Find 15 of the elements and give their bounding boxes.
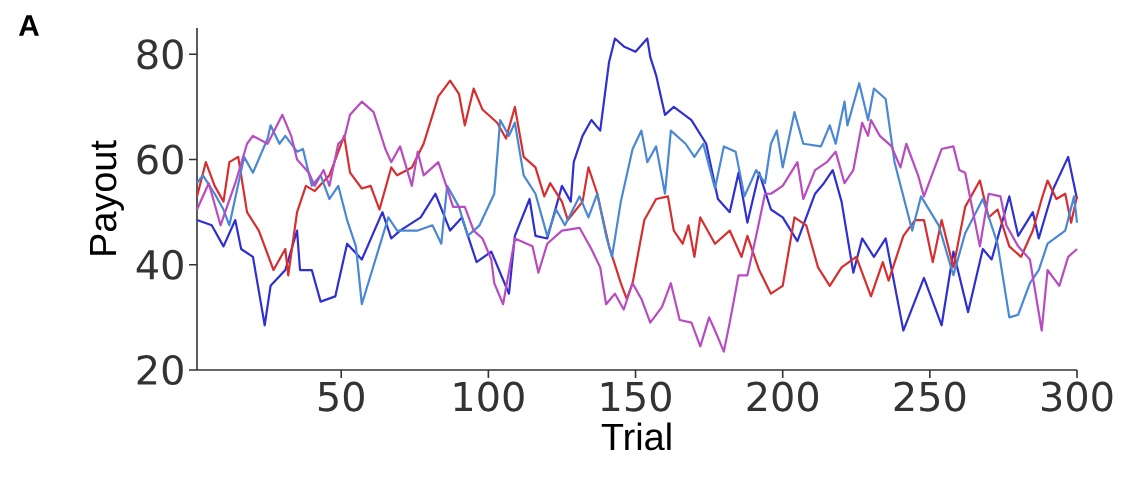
x-tick-label: 100	[454, 381, 524, 412]
text: A	[18, 15, 39, 36]
x-axis-title: Trial	[601, 422, 671, 451]
x-tick-label: 200	[747, 381, 819, 412]
y-tick-label: 60	[137, 144, 183, 175]
x-tick-label: 50	[318, 381, 364, 412]
x-tick-label: 250	[894, 381, 966, 412]
y-axis-title: Payout	[90, 140, 124, 255]
x-tick-label: 300	[1042, 381, 1113, 412]
line-series	[195, 100, 1079, 353]
y-tick-label: 20	[137, 354, 183, 386]
y-tick-label: 40	[136, 249, 183, 280]
x-tick-label: 150	[601, 381, 671, 412]
y-tick-label: 80	[137, 39, 183, 70]
line-series	[195, 37, 1079, 332]
